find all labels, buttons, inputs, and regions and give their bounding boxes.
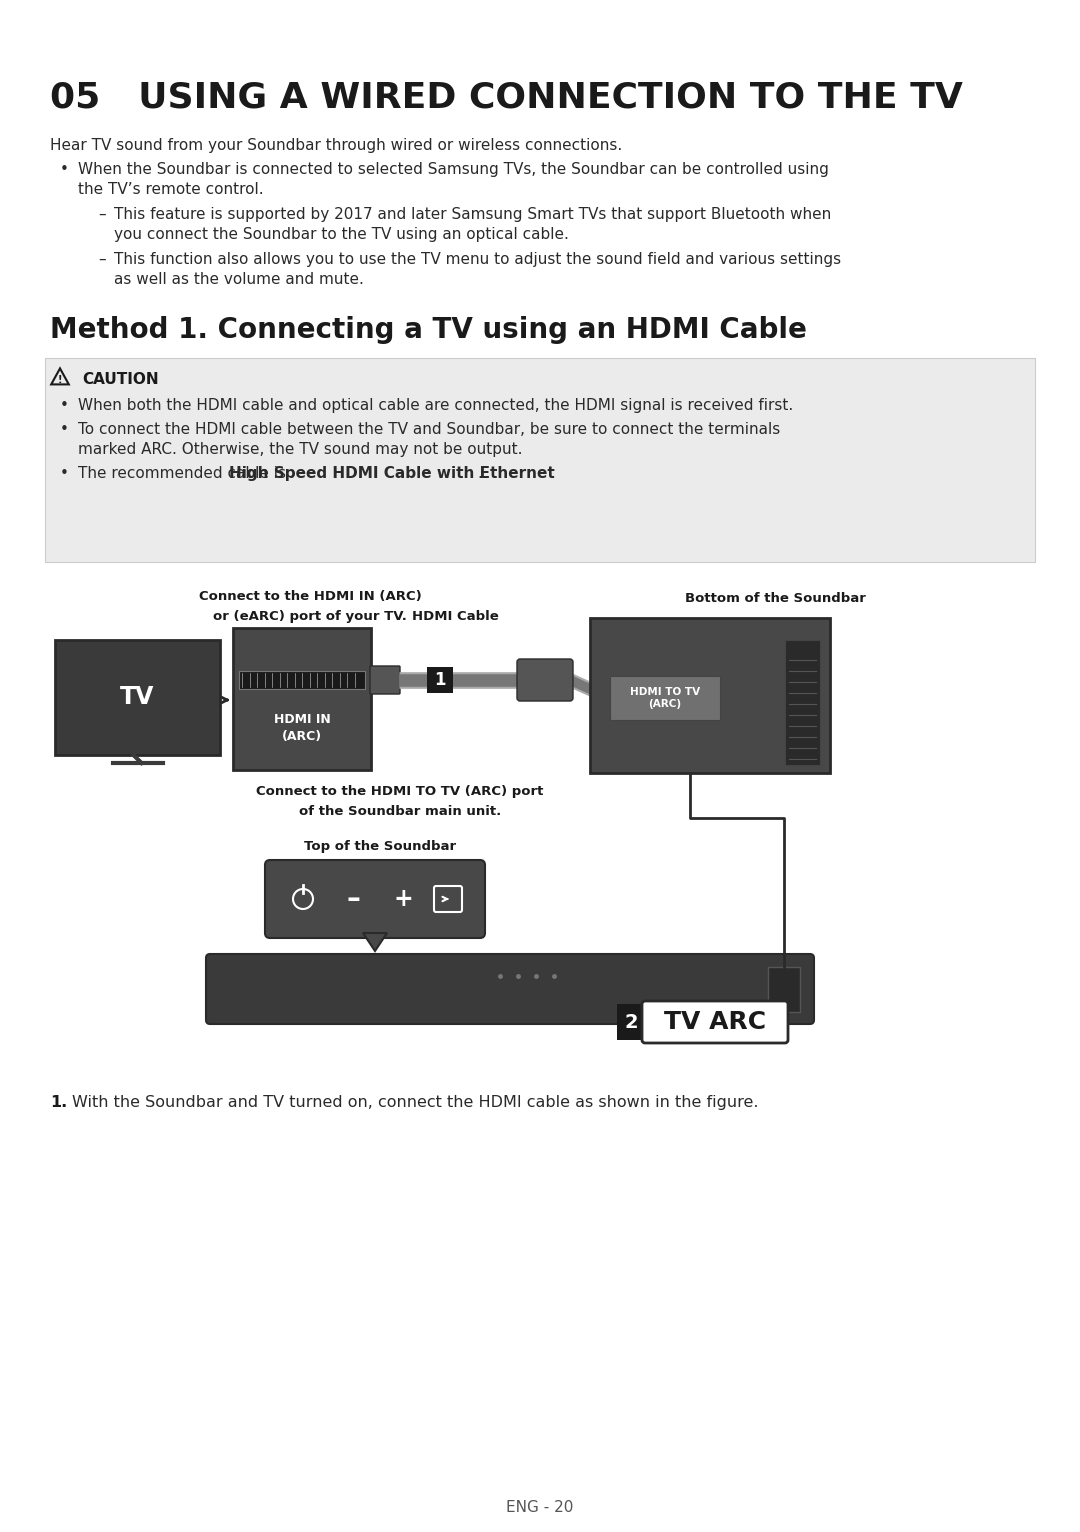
FancyBboxPatch shape bbox=[642, 1000, 788, 1043]
FancyBboxPatch shape bbox=[206, 954, 814, 1023]
Text: This feature is supported by 2017 and later Samsung Smart TVs that support Bluet: This feature is supported by 2017 and la… bbox=[114, 207, 832, 222]
Text: Connect to the HDMI TO TV (ARC) port: Connect to the HDMI TO TV (ARC) port bbox=[256, 784, 543, 798]
FancyBboxPatch shape bbox=[768, 967, 800, 1013]
Text: High Speed HDMI Cable with Ethernet: High Speed HDMI Cable with Ethernet bbox=[229, 466, 555, 481]
FancyBboxPatch shape bbox=[610, 676, 720, 720]
Text: 05   USING A WIRED CONNECTION TO THE TV: 05 USING A WIRED CONNECTION TO THE TV bbox=[50, 80, 963, 113]
Text: Method 1. Connecting a TV using an HDMI Cable: Method 1. Connecting a TV using an HDMI … bbox=[50, 316, 807, 345]
FancyBboxPatch shape bbox=[517, 659, 573, 702]
Text: ENG - 20: ENG - 20 bbox=[507, 1500, 573, 1515]
FancyBboxPatch shape bbox=[45, 358, 1035, 562]
Text: With the Soundbar and TV turned on, connect the HDMI cable as shown in the figur: With the Soundbar and TV turned on, conn… bbox=[72, 1095, 758, 1111]
Text: of the Soundbar main unit.: of the Soundbar main unit. bbox=[299, 804, 501, 818]
Text: HDMI TO TV
(ARC): HDMI TO TV (ARC) bbox=[630, 686, 700, 709]
FancyBboxPatch shape bbox=[590, 617, 831, 774]
Polygon shape bbox=[363, 933, 387, 951]
Text: •: • bbox=[60, 162, 69, 178]
FancyBboxPatch shape bbox=[370, 666, 400, 694]
FancyBboxPatch shape bbox=[233, 628, 372, 771]
Text: Bottom of the Soundbar: Bottom of the Soundbar bbox=[685, 591, 865, 605]
Text: the TV’s remote control.: the TV’s remote control. bbox=[78, 182, 264, 198]
Text: as well as the volume and mute.: as well as the volume and mute. bbox=[114, 273, 364, 286]
FancyBboxPatch shape bbox=[617, 1003, 645, 1040]
Text: When both the HDMI cable and optical cable are connected, the HDMI signal is rec: When both the HDMI cable and optical cab… bbox=[78, 398, 793, 414]
Text: •: • bbox=[60, 421, 69, 437]
Text: you connect the Soundbar to the TV using an optical cable.: you connect the Soundbar to the TV using… bbox=[114, 227, 569, 242]
Text: HDMI IN
(ARC): HDMI IN (ARC) bbox=[273, 712, 330, 743]
Text: marked ARC. Otherwise, the TV sound may not be output.: marked ARC. Otherwise, the TV sound may … bbox=[78, 443, 523, 457]
FancyBboxPatch shape bbox=[55, 640, 220, 755]
Text: –: – bbox=[98, 207, 106, 222]
Text: or (eARC) port of your TV.: or (eARC) port of your TV. bbox=[213, 610, 407, 624]
Text: CAUTION: CAUTION bbox=[82, 372, 159, 388]
Text: When the Soundbar is connected to selected Samsung TVs, the Soundbar can be cont: When the Soundbar is connected to select… bbox=[78, 162, 828, 178]
Text: The recommended cable is: The recommended cable is bbox=[78, 466, 291, 481]
Text: –: – bbox=[346, 885, 360, 913]
Text: !: ! bbox=[57, 375, 63, 385]
Text: 2: 2 bbox=[624, 1013, 638, 1031]
Text: Hear TV sound from your Soundbar through wired or wireless connections.: Hear TV sound from your Soundbar through… bbox=[50, 138, 622, 153]
Text: Top of the Soundbar: Top of the Soundbar bbox=[303, 840, 456, 853]
FancyBboxPatch shape bbox=[239, 671, 365, 689]
FancyBboxPatch shape bbox=[427, 666, 453, 692]
FancyBboxPatch shape bbox=[265, 859, 485, 938]
Text: •: • bbox=[60, 398, 69, 414]
Text: TV: TV bbox=[120, 685, 154, 709]
Text: .: . bbox=[477, 466, 483, 481]
Text: 1.: 1. bbox=[50, 1095, 67, 1111]
Text: –: – bbox=[98, 251, 106, 267]
Text: •: • bbox=[60, 466, 69, 481]
FancyBboxPatch shape bbox=[785, 640, 820, 764]
Text: 1: 1 bbox=[434, 671, 446, 689]
Text: To connect the HDMI cable between the TV and Soundbar, be sure to connect the te: To connect the HDMI cable between the TV… bbox=[78, 421, 780, 437]
Text: HDMI Cable: HDMI Cable bbox=[411, 610, 498, 624]
Text: Connect to the HDMI IN (ARC): Connect to the HDMI IN (ARC) bbox=[199, 590, 421, 604]
Text: This function also allows you to use the TV menu to adjust the sound field and v: This function also allows you to use the… bbox=[114, 251, 841, 267]
Text: TV ARC: TV ARC bbox=[664, 1010, 766, 1034]
Text: +: + bbox=[393, 887, 413, 912]
